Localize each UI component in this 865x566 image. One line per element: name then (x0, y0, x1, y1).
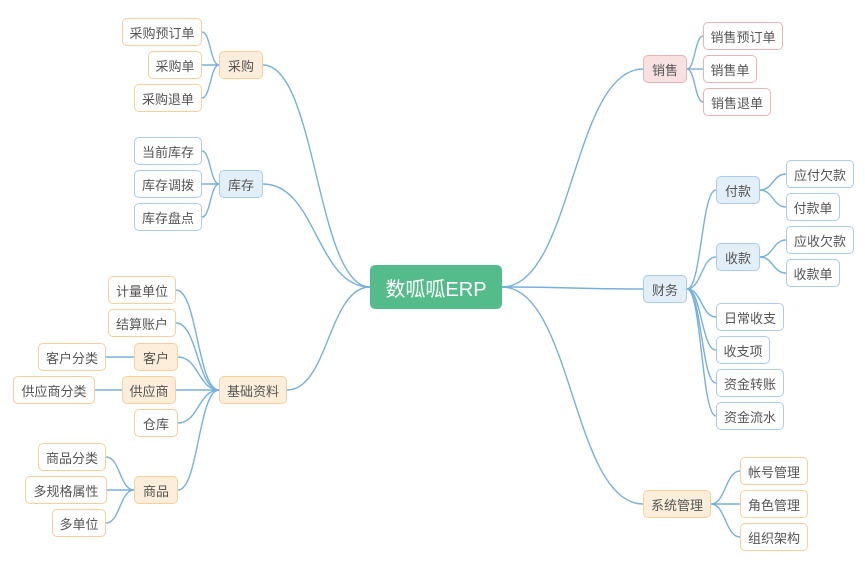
node-b4: 供应商 (122, 376, 176, 404)
node-b5: 仓库 (134, 409, 178, 437)
node-p2: 采购单 (148, 51, 202, 79)
node-sy1: 帐号管理 (740, 457, 808, 485)
node-f1: 付款 (716, 176, 760, 204)
node-sa3: 销售退单 (703, 88, 771, 116)
node-base: 基础资料 (219, 376, 287, 404)
node-b3a: 客户分类 (38, 343, 106, 371)
node-s2: 库存调拨 (134, 170, 202, 198)
node-b2: 结算账户 (108, 309, 176, 337)
node-f2b: 收款单 (786, 259, 840, 287)
node-f1b: 付款单 (786, 193, 840, 221)
node-sy2: 角色管理 (740, 490, 808, 518)
node-system: 系统管理 (643, 490, 711, 518)
node-finance: 财务 (643, 275, 687, 303)
node-root: 数呱呱ERP (370, 265, 502, 309)
node-f6: 资金流水 (716, 402, 784, 430)
node-stock: 库存 (219, 170, 263, 198)
node-b6b: 多规格属性 (25, 476, 107, 504)
node-purchase: 采购 (219, 51, 263, 79)
node-f2a: 应收欠款 (786, 226, 854, 254)
node-b4a: 供应商分类 (13, 376, 95, 404)
node-b6: 商品 (134, 476, 178, 504)
node-b1: 计量单位 (108, 276, 176, 304)
node-sy3: 组织架构 (740, 523, 808, 551)
node-p3: 采购退单 (134, 84, 202, 112)
node-f3: 日常收支 (716, 303, 784, 331)
node-f5: 资金转账 (716, 369, 784, 397)
node-sa1: 销售预订单 (703, 22, 783, 50)
node-b6c: 多单位 (52, 509, 106, 537)
node-f2: 收款 (716, 243, 760, 271)
node-s1: 当前库存 (134, 137, 202, 165)
node-sales: 销售 (643, 55, 687, 83)
node-f4: 收支项 (716, 336, 770, 364)
node-p1: 采购预订单 (122, 18, 202, 46)
node-f1a: 应付欠款 (786, 160, 854, 188)
node-b3: 客户 (134, 343, 178, 371)
node-s3: 库存盘点 (134, 203, 202, 231)
node-sa2: 销售单 (703, 55, 757, 83)
node-b6a: 商品分类 (38, 443, 106, 471)
